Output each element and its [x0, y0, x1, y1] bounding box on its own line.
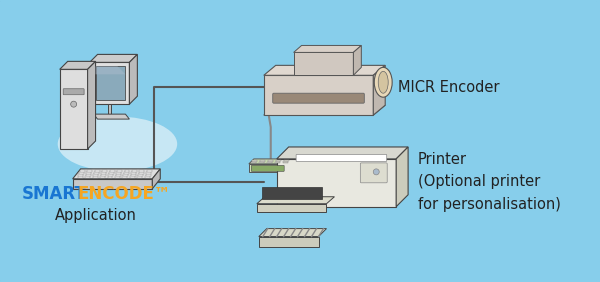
Polygon shape [131, 172, 136, 174]
Polygon shape [260, 161, 265, 162]
Polygon shape [110, 170, 115, 171]
Polygon shape [60, 69, 88, 149]
Polygon shape [259, 162, 264, 163]
Polygon shape [283, 161, 289, 162]
Polygon shape [259, 229, 326, 237]
Polygon shape [139, 170, 145, 171]
Text: Application: Application [55, 208, 137, 223]
Polygon shape [264, 105, 385, 115]
Polygon shape [109, 172, 114, 174]
Polygon shape [87, 170, 92, 171]
Circle shape [71, 101, 77, 107]
FancyBboxPatch shape [251, 165, 284, 171]
Polygon shape [92, 176, 98, 178]
Polygon shape [89, 54, 137, 62]
Polygon shape [146, 174, 151, 176]
Polygon shape [257, 204, 326, 212]
Polygon shape [79, 174, 83, 176]
Polygon shape [137, 176, 142, 178]
Polygon shape [116, 174, 121, 176]
Polygon shape [277, 147, 408, 159]
Polygon shape [138, 174, 143, 176]
FancyBboxPatch shape [361, 163, 387, 183]
Polygon shape [293, 45, 361, 52]
Polygon shape [93, 174, 98, 176]
Polygon shape [122, 176, 127, 178]
Polygon shape [283, 162, 287, 163]
Polygon shape [60, 61, 95, 69]
Polygon shape [95, 66, 125, 74]
Polygon shape [123, 174, 128, 176]
Polygon shape [94, 114, 130, 119]
Circle shape [373, 169, 379, 175]
FancyBboxPatch shape [63, 89, 84, 95]
Polygon shape [115, 176, 120, 178]
Polygon shape [102, 170, 107, 171]
Polygon shape [251, 161, 257, 162]
Polygon shape [130, 176, 135, 178]
Polygon shape [373, 65, 385, 115]
Polygon shape [89, 62, 130, 104]
Polygon shape [80, 170, 85, 171]
Polygon shape [132, 170, 137, 171]
Polygon shape [85, 176, 90, 178]
Polygon shape [146, 172, 151, 174]
Polygon shape [275, 162, 280, 163]
Polygon shape [101, 174, 106, 176]
Polygon shape [77, 176, 83, 178]
Polygon shape [117, 170, 122, 171]
Polygon shape [107, 176, 112, 178]
Polygon shape [86, 174, 91, 176]
Polygon shape [249, 164, 293, 172]
Polygon shape [353, 45, 361, 75]
Polygon shape [264, 75, 373, 115]
Polygon shape [145, 176, 150, 178]
Polygon shape [88, 61, 95, 149]
Polygon shape [95, 66, 125, 100]
Polygon shape [79, 172, 84, 174]
Polygon shape [125, 170, 130, 171]
Polygon shape [259, 237, 319, 246]
Polygon shape [100, 176, 105, 178]
Polygon shape [101, 172, 106, 174]
Polygon shape [116, 172, 121, 174]
Polygon shape [262, 187, 322, 199]
Polygon shape [147, 170, 152, 171]
Polygon shape [277, 159, 396, 207]
Polygon shape [264, 65, 385, 75]
FancyBboxPatch shape [296, 155, 387, 161]
Polygon shape [275, 161, 280, 162]
Polygon shape [124, 172, 129, 174]
Polygon shape [130, 54, 137, 104]
Polygon shape [73, 179, 152, 189]
Polygon shape [267, 162, 272, 163]
Polygon shape [396, 147, 408, 207]
Polygon shape [107, 104, 112, 114]
Polygon shape [257, 197, 334, 204]
Polygon shape [73, 169, 160, 179]
FancyBboxPatch shape [273, 93, 364, 103]
Polygon shape [139, 172, 144, 174]
Polygon shape [293, 52, 353, 75]
Ellipse shape [378, 71, 388, 93]
Text: Printer
(Optional printer
for personalisation): Printer (Optional printer for personalis… [418, 152, 561, 212]
Polygon shape [95, 170, 100, 171]
Ellipse shape [58, 117, 177, 171]
Polygon shape [108, 174, 113, 176]
Polygon shape [131, 174, 136, 176]
Polygon shape [86, 172, 91, 174]
Polygon shape [249, 159, 299, 164]
Polygon shape [94, 172, 99, 174]
Polygon shape [152, 169, 160, 189]
Text: ENCODE™: ENCODE™ [77, 185, 171, 203]
Polygon shape [251, 162, 256, 163]
Text: SMART: SMART [22, 185, 86, 203]
Ellipse shape [374, 67, 392, 97]
Text: MICR Encoder: MICR Encoder [398, 80, 500, 95]
Polygon shape [268, 161, 272, 162]
